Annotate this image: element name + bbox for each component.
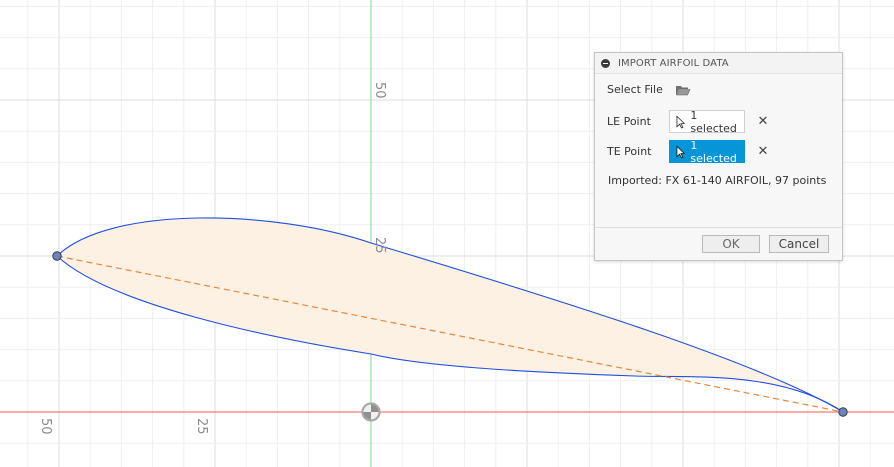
te-point-value: 1 selected (690, 138, 737, 165)
le-point-selector[interactable]: 1 selected (669, 108, 745, 135)
dialog-title-bar[interactable]: IMPORT AIRFOIL DATA (595, 53, 842, 74)
cursor-arrow-icon (676, 144, 686, 158)
trailing-edge-point[interactable] (838, 407, 848, 417)
dialog-title: IMPORT AIRFOIL DATA (618, 57, 729, 69)
airfoil-fill (57, 217, 843, 412)
folder-open-icon[interactable] (675, 84, 691, 96)
te-point-label: TE Point (607, 145, 652, 158)
ok-button[interactable]: OK (702, 235, 760, 253)
select-file-label: Select File (607, 83, 663, 96)
chord-line (56, 255, 844, 413)
collapse-icon[interactable] (601, 58, 610, 68)
le-point-value: 1 selected (690, 108, 737, 135)
leading-edge-point[interactable] (52, 251, 62, 261)
axis-label-v-50: 50 (372, 82, 387, 99)
select-file-row: Select File (607, 83, 691, 96)
cancel-button[interactable]: Cancel (769, 235, 829, 253)
clear-te-point-icon[interactable]: ✕ (757, 144, 769, 159)
clear-le-point-icon[interactable]: ✕ (757, 114, 769, 129)
airfoil-upper-surface[interactable] (56, 217, 844, 413)
axis-label-h-25: 25 (194, 418, 209, 435)
airfoil-lower-surface[interactable] (56, 255, 844, 413)
origin-icon[interactable] (361, 402, 381, 422)
te-point-row: TE Point 1 selected ✕ (607, 138, 769, 165)
dialog-divider (595, 227, 842, 228)
axis-label-h-50: 50 (38, 418, 53, 435)
le-point-label: LE Point (607, 115, 651, 128)
le-point-row: LE Point 1 selected ✕ (607, 108, 769, 135)
cursor-arrow-icon (676, 114, 686, 128)
import-status-text: Imported: FX 61-140 AIRFOIL, 97 points (608, 174, 827, 187)
te-point-selector[interactable]: 1 selected (669, 138, 745, 165)
import-airfoil-dialog: IMPORT AIRFOIL DATA Select File LE Point… (594, 52, 843, 261)
axis-label-v-25: 25 (372, 237, 387, 254)
